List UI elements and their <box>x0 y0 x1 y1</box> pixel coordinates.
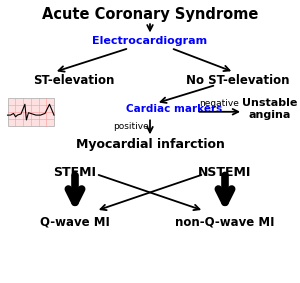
Text: Q-wave MI: Q-wave MI <box>40 216 110 229</box>
Text: Cardiac markers: Cardiac markers <box>126 104 222 114</box>
Text: ST-elevation: ST-elevation <box>33 74 114 87</box>
Text: Electrocardiogram: Electrocardiogram <box>92 36 208 46</box>
Text: Myocardial infarction: Myocardial infarction <box>76 138 224 151</box>
Text: NSTEMI: NSTEMI <box>198 166 252 179</box>
Text: STEMI: STEMI <box>53 166 97 179</box>
Text: negative: negative <box>199 98 239 108</box>
Text: Acute Coronary Syndrome: Acute Coronary Syndrome <box>42 7 258 22</box>
Text: No ST-elevation: No ST-elevation <box>186 74 290 87</box>
Text: Unstable
angina: Unstable angina <box>242 98 298 120</box>
FancyBboxPatch shape <box>8 98 54 126</box>
Text: positive: positive <box>112 122 148 131</box>
Text: non-Q-wave MI: non-Q-wave MI <box>175 216 275 229</box>
